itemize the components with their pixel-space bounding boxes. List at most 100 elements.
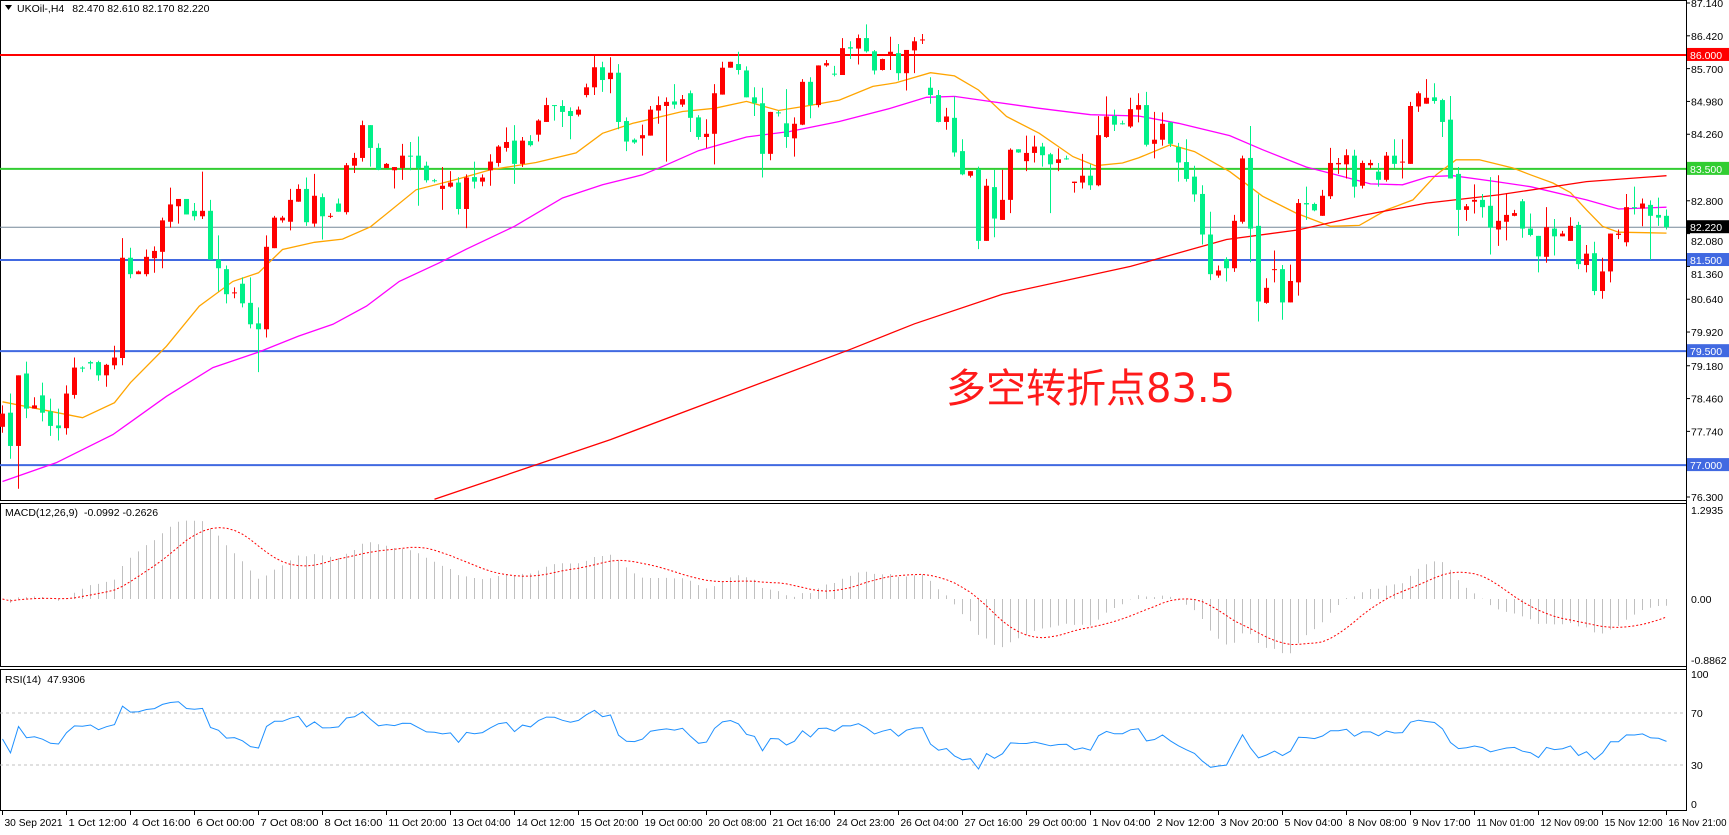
- candle: [1304, 186, 1309, 220]
- candle-body: [224, 269, 229, 295]
- candle: [360, 120, 365, 162]
- candle-body: [1552, 228, 1557, 237]
- candle: [1040, 142, 1045, 167]
- candle: [864, 24, 869, 53]
- candle: [1512, 209, 1517, 217]
- candle: [576, 106, 581, 117]
- candle: [248, 277, 253, 329]
- candle-body: [1176, 147, 1181, 163]
- candle-body: [48, 411, 53, 426]
- macd-header: MACD(12,26,9) -0.0992 -0.2626: [5, 507, 158, 519]
- candle: [600, 61, 605, 92]
- candle: [1128, 97, 1133, 128]
- candle-body: [520, 140, 525, 164]
- candle-body: [928, 87, 933, 96]
- candle: [120, 238, 125, 366]
- candle-body: [1032, 146, 1037, 153]
- candle: [1200, 185, 1205, 245]
- candle-body: [720, 67, 725, 95]
- candle: [960, 139, 965, 176]
- candle: [176, 198, 181, 224]
- level-label: 82.220: [1690, 222, 1722, 234]
- candle-body: [1080, 175, 1085, 183]
- price-tick-label: 84.980: [1691, 96, 1723, 108]
- candle-body: [1536, 235, 1541, 257]
- candle: [1136, 93, 1141, 123]
- candle: [664, 97, 669, 162]
- candle: [1448, 95, 1453, 179]
- candle: [752, 87, 757, 117]
- candle: [704, 119, 709, 148]
- triangle-down-icon[interactable]: [5, 5, 12, 10]
- time-label: 21 Oct 16:00: [773, 818, 831, 829]
- candle: [1248, 126, 1253, 263]
- candle: [56, 408, 61, 441]
- candle: [920, 33, 925, 45]
- candle-body: [664, 101, 669, 106]
- candle: [1048, 152, 1053, 214]
- candle: [952, 96, 957, 157]
- candle-body: [1400, 161, 1405, 163]
- candle-body: [536, 120, 541, 135]
- candle-body: [952, 117, 957, 153]
- candle: [40, 382, 45, 422]
- candle-body: [824, 63, 829, 66]
- candle: [208, 199, 213, 260]
- candle: [904, 49, 909, 91]
- candle-body: [1272, 269, 1277, 271]
- price-tick-label: 80.640: [1691, 294, 1723, 306]
- macd-indicator: [2, 520, 1667, 654]
- level-label-bg: [1687, 161, 1729, 175]
- candle-body: [544, 105, 549, 122]
- candle: [216, 235, 221, 292]
- candle: [24, 361, 29, 419]
- candle-body: [1128, 109, 1133, 127]
- chart-header: UKOil-,H4 82.470 82.610 82.170 82.220: [17, 3, 210, 15]
- candle-body: [424, 165, 429, 181]
- candle: [376, 143, 381, 171]
- candle: [776, 110, 781, 117]
- candle: [1024, 135, 1029, 172]
- candle: [520, 136, 525, 168]
- candle: [1416, 91, 1421, 112]
- candle: [640, 124, 645, 156]
- candle-body: [992, 187, 997, 219]
- candle: [888, 36, 893, 70]
- candle-body: [464, 177, 469, 209]
- candle: [728, 61, 733, 68]
- annotation-text: 多空转折点83.5: [946, 366, 1235, 412]
- candle-body: [1144, 105, 1149, 145]
- price-tick-label: 82.800: [1691, 196, 1723, 208]
- candle-body: [200, 210, 205, 217]
- candle-body: [1360, 162, 1365, 186]
- time-label: 7 Oct 08:00: [261, 818, 319, 829]
- time-label: 8 Oct 16:00: [325, 818, 383, 829]
- candle: [1312, 202, 1317, 212]
- candle: [336, 198, 341, 212]
- time-label: 8 Nov 08:00: [1349, 818, 1407, 829]
- candle-body: [624, 121, 629, 142]
- candle-body: [344, 165, 349, 213]
- candle: [48, 398, 53, 436]
- candle-body: [104, 364, 109, 376]
- candle: [936, 90, 941, 123]
- candle: [1584, 244, 1589, 273]
- candle-body: [880, 59, 885, 70]
- candle: [1256, 194, 1261, 322]
- candle-body: [248, 302, 253, 325]
- candle-body: [136, 271, 141, 275]
- candle-body: [384, 163, 389, 168]
- candle: [552, 105, 557, 121]
- candle: [840, 38, 845, 76]
- candle-body: [632, 139, 637, 143]
- candle-body: [1192, 176, 1197, 195]
- candle: [296, 184, 301, 202]
- candle: [1400, 139, 1405, 179]
- candle-body: [56, 425, 61, 429]
- candle: [1096, 116, 1101, 187]
- macd-axis-label: 1.2935: [1691, 505, 1723, 517]
- candle-body: [552, 105, 557, 107]
- candle-body: [160, 220, 165, 252]
